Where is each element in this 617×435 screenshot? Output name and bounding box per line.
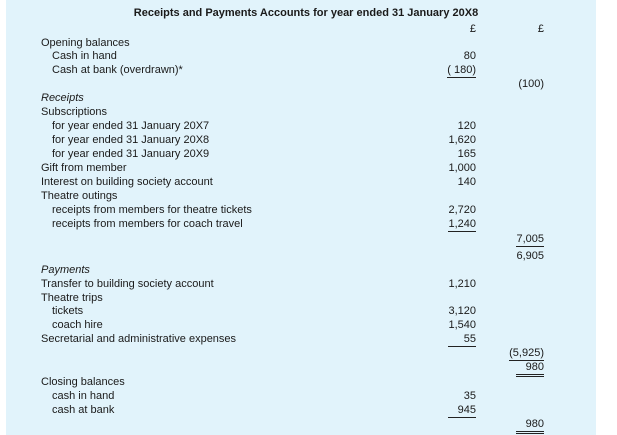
amount-col1: 3,120 <box>448 305 476 317</box>
amount-col1: 140 <box>457 176 476 188</box>
statement-panel: Receipts and Payments Accounts for year … <box>6 0 596 435</box>
row-label: Gift from member <box>41 162 127 174</box>
row-label: Cash in hand <box>52 50 117 62</box>
currency-header-col1: £ <box>469 23 476 35</box>
row-label: tickets <box>52 305 84 317</box>
amount-col1: 120 <box>457 120 476 132</box>
row-label: for year ended 31 January 20X7 <box>52 120 210 132</box>
row-label: Interest on building society account <box>41 176 213 188</box>
amount-col1: 2,720 <box>448 204 476 216</box>
amount-col1: 945 <box>447 404 476 418</box>
row-label: receipts from members for theatre ticket… <box>52 204 252 216</box>
amount-col2: 7,005 <box>516 233 544 247</box>
amount-col1: 55 <box>447 333 476 347</box>
row-label: cash in hand <box>52 390 115 402</box>
row-label: Subscriptions <box>41 106 108 118</box>
amount-col1: ( 180) <box>447 64 476 78</box>
row-label: for year ended 31 January 20X9 <box>52 148 210 160</box>
amount-col1: 1,210 <box>448 278 476 290</box>
row-label: Opening balances <box>41 37 130 49</box>
amount-col2: 980 <box>515 361 544 377</box>
section-heading: Receipts <box>41 92 84 104</box>
row-label: Transfer to building society account <box>41 278 214 290</box>
amount-col1: 1,000 <box>448 162 476 174</box>
row-label: Cash at bank (overdrawn)* <box>52 64 183 76</box>
amount-col1: 80 <box>463 50 476 62</box>
row-label: Secretarial and administrative expenses <box>41 333 237 345</box>
section-heading: Payments <box>41 264 90 276</box>
row-label: for year ended 31 January 20X8 <box>52 134 210 146</box>
row-label: cash at bank <box>52 404 115 416</box>
amount-col1: 1,620 <box>448 134 476 146</box>
statement-title: Receipts and Payments Accounts for year … <box>133 7 479 19</box>
amount-col1: 35 <box>463 390 476 402</box>
amount-col2: 6,905 <box>516 250 544 262</box>
row-label: Closing balances <box>41 376 125 388</box>
row-label: receipts from members for coach travel <box>52 218 243 230</box>
amount-col2: (5,925) <box>509 347 544 361</box>
row-label: Theatre trips <box>41 292 103 304</box>
amount-col2: (100) <box>518 78 544 90</box>
row-label: coach hire <box>52 319 103 331</box>
amount-col1: 1,240 <box>448 218 476 232</box>
amount-col1: 1,540 <box>448 319 476 331</box>
amount-col2: 980 <box>515 418 544 434</box>
amount-col1: 165 <box>457 148 476 160</box>
row-label: Theatre outings <box>41 190 118 202</box>
currency-header-col2: £ <box>537 23 544 35</box>
